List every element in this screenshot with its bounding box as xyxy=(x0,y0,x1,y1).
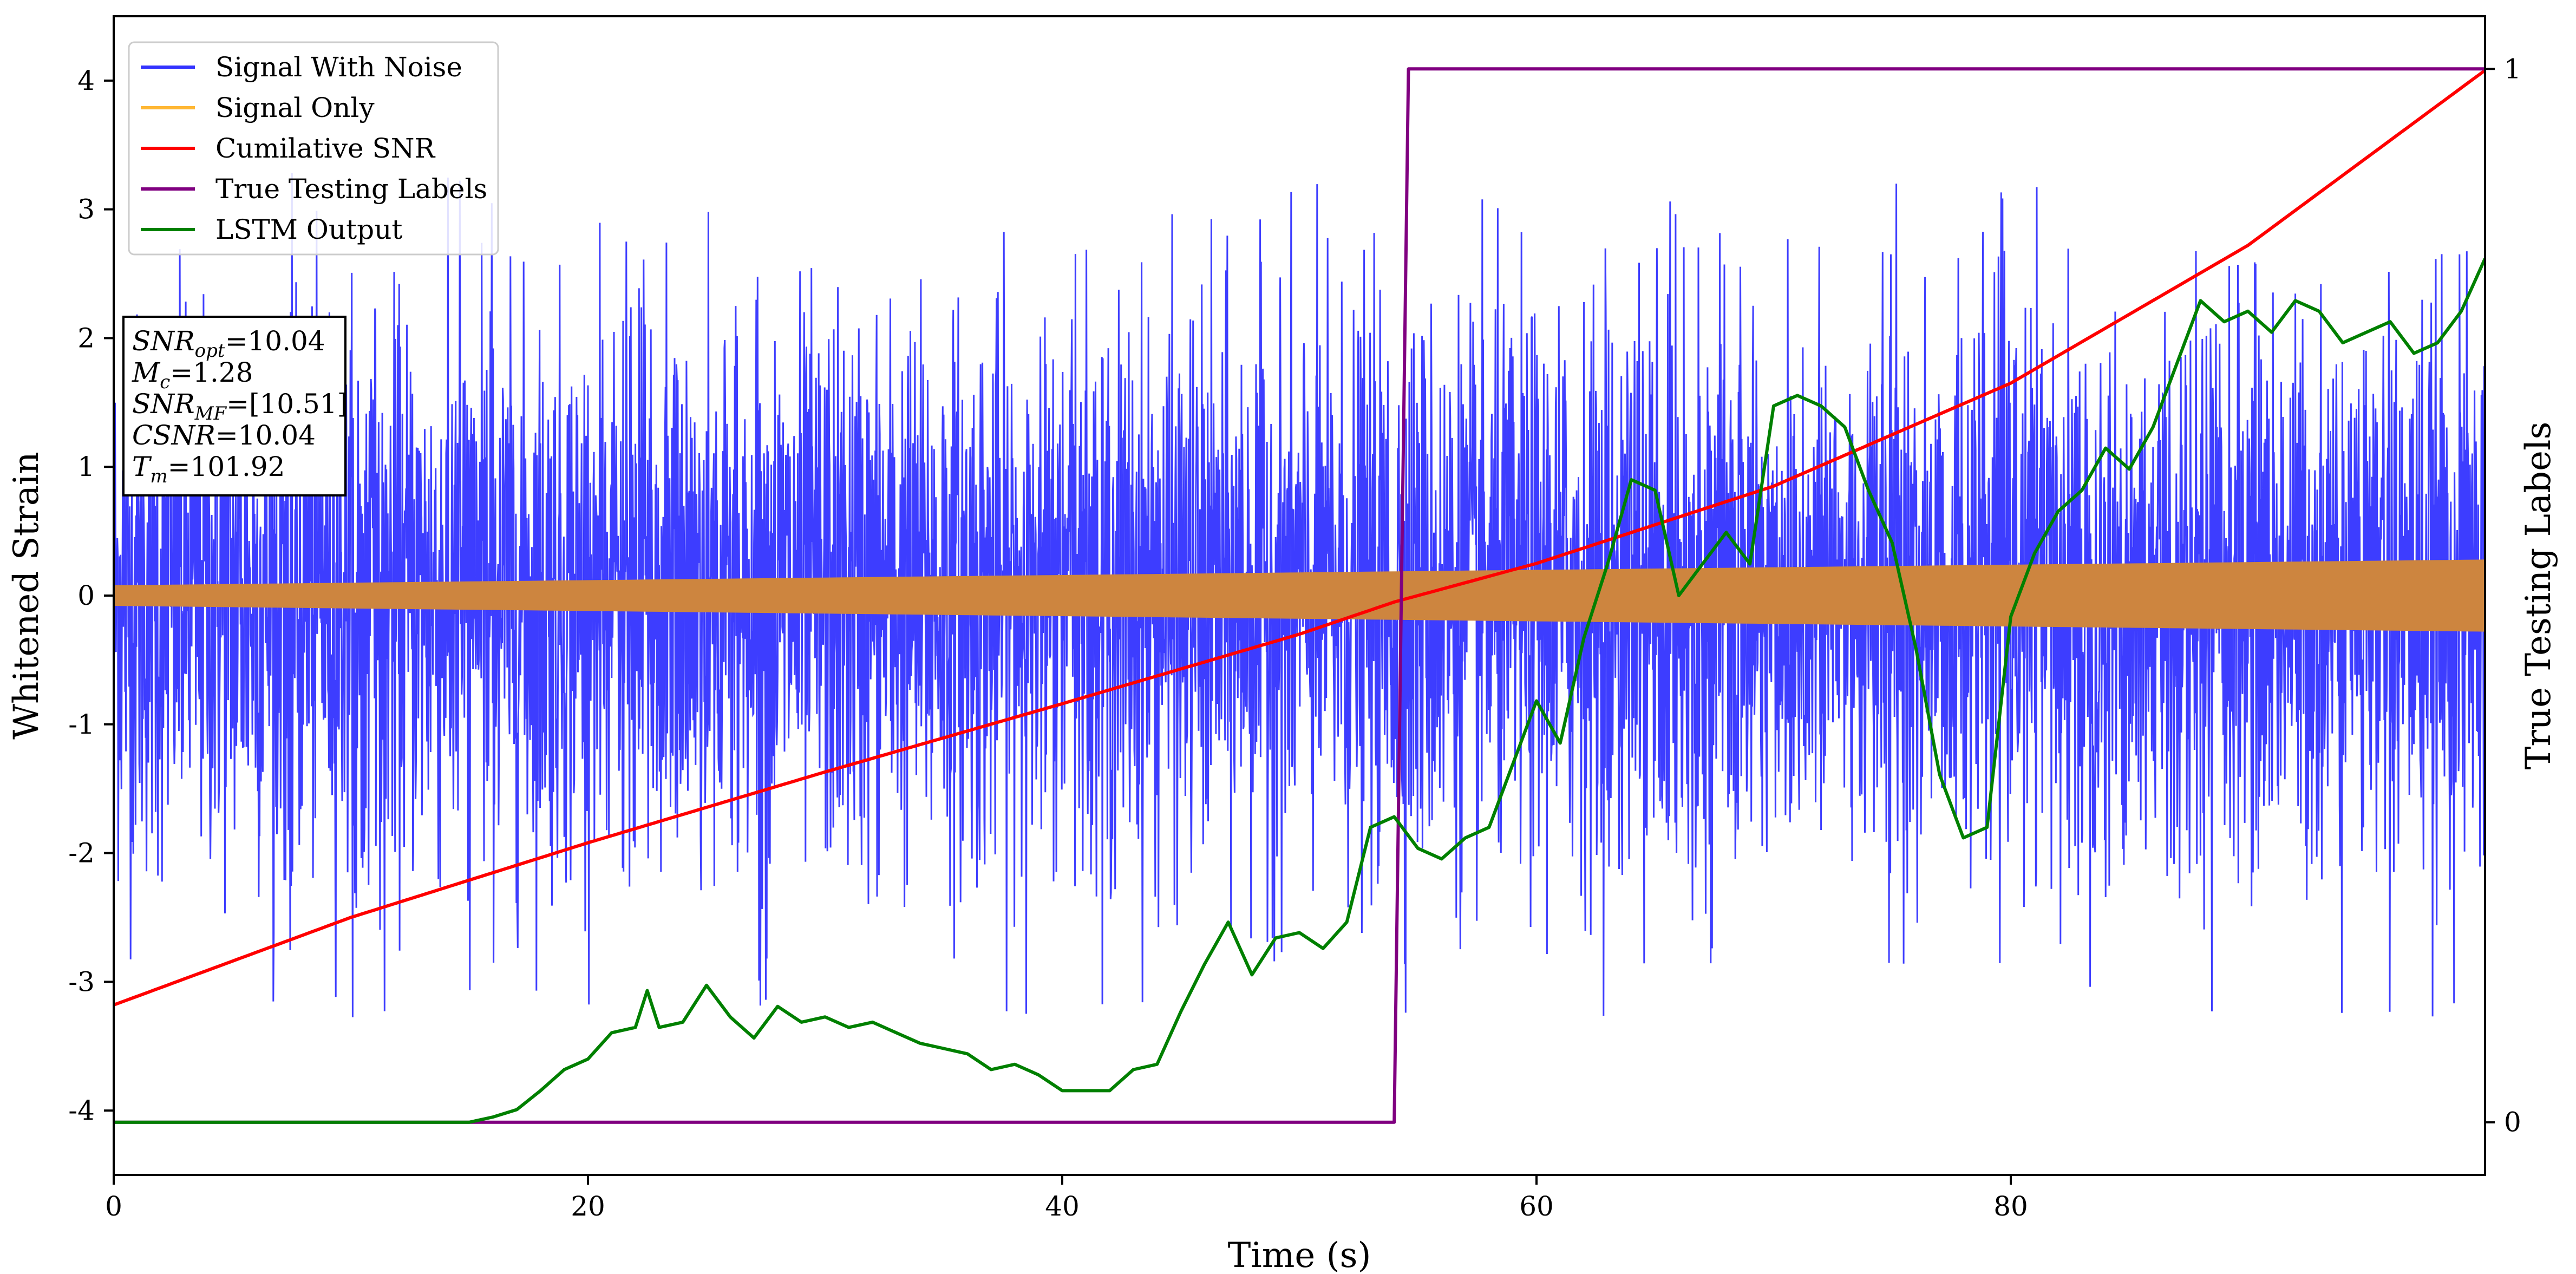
y2-axis-label: True Testing Labels xyxy=(2519,422,2559,770)
annotation-symbol: T xyxy=(132,451,152,482)
annotation-value: =[10.51] xyxy=(226,388,348,420)
legend-label: Signal Only xyxy=(215,92,375,123)
annotation-subscript: m xyxy=(150,466,167,487)
y-tick-label: -3 xyxy=(68,966,95,997)
annotation-symbol: M xyxy=(132,357,161,388)
x-tick-label: 60 xyxy=(1519,1191,1554,1222)
series-signal-only xyxy=(114,559,2485,632)
legend-label: True Testing Labels xyxy=(215,173,487,205)
series-true-testing-labels xyxy=(114,67,2485,1124)
annotation-subscript: MF xyxy=(194,403,227,424)
legend-frame xyxy=(128,41,499,256)
y-tick-label: -2 xyxy=(68,838,95,869)
y-tick-label: 4 xyxy=(77,65,95,96)
annotation-line: CSNR=10.04 xyxy=(132,420,316,451)
series-signal-with-noise xyxy=(114,173,2485,1017)
legend-label: Signal With Noise xyxy=(215,51,462,83)
annotation-subscript: c xyxy=(160,371,170,393)
y-axis-label: Whitened Strain xyxy=(6,452,47,739)
legend-label: Cumilative SNR xyxy=(215,133,435,164)
annotation-frame xyxy=(122,316,346,496)
annotation-value: =1.28 xyxy=(170,357,253,388)
x-tick-label: 40 xyxy=(1045,1191,1080,1222)
annotation-line: SNRopt=10.04 xyxy=(132,325,325,362)
y2-tick-label: 1 xyxy=(2504,53,2521,84)
annotation-value: =10.04 xyxy=(225,325,325,357)
x-tick-label: 20 xyxy=(571,1191,605,1222)
series-cumilative-snr xyxy=(114,69,2485,1007)
y-tick-label: 3 xyxy=(77,194,95,225)
legend: Signal With Noise Signal Only Cumilative S… xyxy=(128,41,499,256)
x-axis-label: Time (s) xyxy=(1228,1236,1371,1274)
annotation-value: =101.92 xyxy=(168,451,285,482)
x-tick-label: 80 xyxy=(1993,1191,2028,1222)
y-tick-label: -4 xyxy=(68,1095,95,1126)
legend-label: LSTM Output xyxy=(215,214,402,245)
annotation-symbol: CSNR xyxy=(132,420,215,451)
annotation-line: Tm=101.92 xyxy=(132,451,285,487)
annotation-subscript: opt xyxy=(195,340,225,362)
y-tick-label: 1 xyxy=(77,451,95,482)
y-tick-label: 0 xyxy=(77,580,95,611)
annotation-symbol: SNR xyxy=(132,325,195,357)
x-tick-label: 0 xyxy=(105,1191,122,1222)
y-tick-label: -1 xyxy=(68,709,95,740)
annotation-line: Mc=1.28 xyxy=(132,357,253,393)
series-lstm-output xyxy=(114,258,2485,1124)
y2-tick-label: 0 xyxy=(2504,1107,2521,1138)
y-tick-label: 2 xyxy=(77,322,95,354)
annotation-box: SNRopt=10.04Mc=1.28SNRMF=[10.51]CSNR=10.… xyxy=(122,316,348,496)
annotation-line: SNRMF=[10.51] xyxy=(132,388,348,424)
annotation-symbol: SNR xyxy=(132,388,195,420)
series-layer xyxy=(114,67,2485,1124)
annotation-value: =10.04 xyxy=(215,420,316,451)
